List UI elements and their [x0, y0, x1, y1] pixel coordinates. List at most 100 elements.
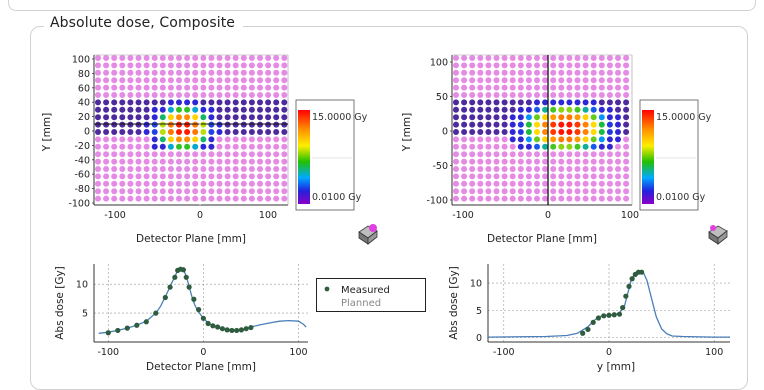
dose-dot: [224, 114, 231, 121]
dose-dot: [167, 84, 174, 91]
dose-dot: [517, 158, 524, 165]
dose-dot: [192, 114, 199, 121]
dose-dot: [248, 77, 255, 84]
dose-dot: [517, 195, 524, 202]
dose-dot: [461, 55, 468, 61]
dose-dot: [216, 143, 223, 150]
dose-dot: [623, 121, 630, 128]
dose-dot: [257, 166, 263, 172]
dose-dot: [176, 69, 182, 76]
right-colorbar-max: 15.0000 Gy: [656, 112, 712, 123]
dose-dot: [192, 121, 199, 128]
dose-dot: [501, 151, 508, 158]
dose-dot: [501, 55, 508, 61]
dose-dot: [281, 188, 288, 195]
dose-dot: [281, 143, 288, 150]
dose-dot: [501, 92, 508, 98]
dose-dot: [574, 69, 581, 76]
profile-legend: Measured Planned: [316, 278, 426, 312]
right-profile-measured-points: [580, 269, 645, 336]
dose-dot: [200, 62, 207, 69]
dose-dot: [265, 166, 272, 172]
dose-dot: [151, 158, 158, 165]
dose-dot: [103, 92, 110, 98]
dose-dot: [208, 180, 215, 187]
dose-dot: [469, 143, 476, 150]
dose-dot: [574, 151, 581, 158]
dose-dot: [95, 55, 101, 61]
dose-dot: [240, 136, 247, 143]
dose-dot: [501, 106, 508, 113]
dose-dot: [176, 180, 182, 187]
dose-dot: [208, 114, 215, 121]
dose-dot: [95, 195, 101, 202]
dose-dot: [485, 129, 492, 135]
dose-dot: [184, 106, 191, 113]
dose-dot: [598, 92, 605, 98]
y-tick-label: 100: [72, 55, 90, 66]
dose-dot: [127, 173, 134, 180]
dose-dot: [257, 114, 263, 121]
dose-dot: [534, 195, 540, 202]
detector-3d-icon[interactable]: [356, 222, 380, 246]
dose-dot: [525, 180, 532, 187]
dose-dot: [453, 188, 459, 195]
dose-dot: [151, 77, 158, 84]
dose-dot: [566, 92, 573, 98]
dose-dot: [159, 99, 166, 106]
dose-dot: [167, 143, 174, 150]
dose-dot: [501, 77, 508, 84]
dose-dot: [208, 62, 215, 69]
dose-dot: [509, 166, 516, 172]
dose-dot: [240, 55, 247, 61]
dose-dot: [103, 143, 110, 150]
dose-dot: [469, 166, 476, 172]
dose-dot: [95, 62, 101, 69]
dose-dot: [176, 106, 182, 113]
measured-point: [183, 274, 189, 280]
dose-dot: [542, 92, 549, 98]
measured-point: [601, 313, 607, 319]
dose-dot: [574, 136, 581, 143]
dose-dot: [542, 99, 549, 106]
dose-dot: [159, 158, 166, 165]
detector-3d-icon[interactable]: [706, 222, 730, 246]
dose-dot: [582, 173, 589, 180]
dose-dot: [606, 55, 613, 61]
dose-dot: [151, 129, 158, 135]
dose-dot: [127, 188, 134, 195]
dose-dot: [453, 195, 459, 202]
dose-dot: [240, 195, 247, 202]
dose-dot: [143, 69, 150, 76]
dose-dot: [485, 173, 492, 180]
dose-dot: [558, 180, 565, 187]
dose-dot: [143, 129, 150, 135]
measured-point: [595, 315, 602, 321]
dose-dot: [200, 158, 207, 165]
dose-dot: [111, 158, 118, 165]
dose-dot: [248, 55, 255, 61]
dose-dot: [501, 180, 508, 187]
dose-dot: [542, 166, 549, 172]
dose-dot: [159, 92, 166, 98]
dose-dot: [257, 136, 263, 143]
dose-dot: [95, 129, 101, 135]
dose-dot: [240, 188, 247, 195]
dose-dot: [151, 173, 158, 180]
dose-dot: [574, 173, 581, 180]
dose-dot: [265, 106, 272, 113]
dose-dot: [135, 99, 142, 106]
dose-dot: [111, 69, 118, 76]
dose-dot: [517, 55, 524, 61]
dose-dot: [469, 195, 476, 202]
dose-dot: [248, 143, 255, 150]
dose-dot: [477, 143, 484, 150]
dose-dot: [111, 188, 118, 195]
dose-dot: [119, 62, 126, 69]
dose-dot: [542, 114, 549, 121]
dose-dot: [558, 121, 565, 128]
dose-dot: [574, 84, 581, 91]
dose-dot: [200, 143, 207, 150]
dose-dot: [151, 114, 158, 121]
dose-dot: [566, 121, 573, 128]
